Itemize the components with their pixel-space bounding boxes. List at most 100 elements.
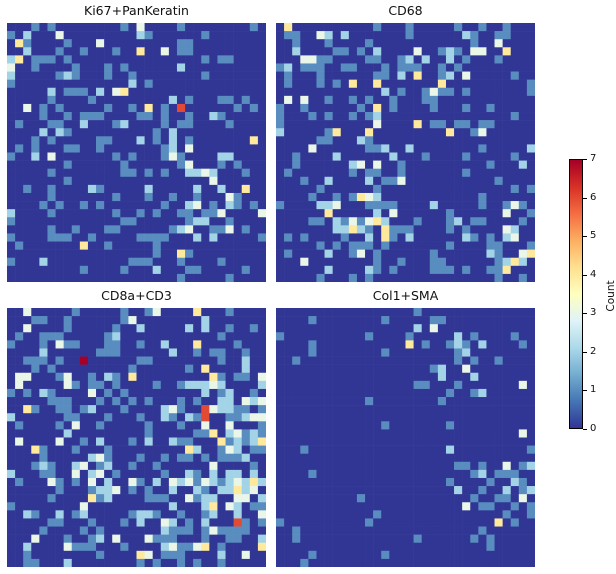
heatmap-cell bbox=[23, 273, 32, 282]
heatmap-cell bbox=[381, 63, 390, 72]
heatmap-cell bbox=[502, 502, 512, 511]
heatmap-cell bbox=[193, 316, 202, 325]
heatmap-cell bbox=[144, 405, 153, 414]
heatmap-cell bbox=[445, 87, 455, 97]
heatmap-cell bbox=[241, 340, 251, 349]
heatmap-cell bbox=[276, 257, 285, 267]
heatmap-cell bbox=[233, 494, 243, 503]
heatmap-cell bbox=[249, 340, 259, 349]
heatmap-cell bbox=[7, 502, 16, 511]
heatmap-cell bbox=[486, 225, 495, 234]
heatmap-cell bbox=[79, 184, 89, 194]
heatmap-cell bbox=[470, 160, 479, 169]
heatmap-cell bbox=[79, 136, 89, 145]
heatmap-cell bbox=[136, 380, 145, 390]
heatmap-cell bbox=[292, 397, 301, 406]
heatmap-cell bbox=[193, 534, 202, 544]
heatmap-cell bbox=[55, 510, 64, 519]
heatmap-cell bbox=[241, 217, 251, 226]
heatmap-cell bbox=[429, 372, 439, 382]
heatmap-cell bbox=[365, 120, 374, 129]
heatmap-cell bbox=[397, 273, 406, 282]
heatmap-cell bbox=[405, 160, 414, 169]
heatmap-cell bbox=[324, 233, 333, 242]
heatmap-cell bbox=[31, 405, 40, 414]
heatmap-cell bbox=[55, 79, 64, 89]
heatmap-cell bbox=[112, 380, 121, 390]
heatmap-cell bbox=[79, 380, 89, 390]
heatmap-cell bbox=[381, 332, 390, 341]
heatmap-cell bbox=[241, 128, 251, 137]
heatmap-cell bbox=[176, 257, 186, 267]
heatmap-cell bbox=[47, 518, 56, 527]
heatmap-cell bbox=[518, 63, 528, 72]
heatmap-cell bbox=[209, 103, 218, 113]
heatmap-cell bbox=[276, 356, 285, 365]
heatmap-cell bbox=[413, 453, 422, 463]
heatmap-cell bbox=[71, 152, 81, 161]
heatmap-cell bbox=[87, 405, 97, 414]
heatmap-cell bbox=[292, 79, 301, 89]
heatmap-cell bbox=[284, 273, 293, 282]
heatmap-cell bbox=[526, 71, 535, 80]
heatmap-cell bbox=[71, 445, 81, 454]
heatmap-cell bbox=[300, 144, 309, 153]
heatmap-cell bbox=[39, 340, 48, 349]
heatmap-cell bbox=[241, 372, 251, 382]
heatmap-cell bbox=[381, 469, 390, 479]
heatmap-cell bbox=[308, 364, 317, 374]
heatmap-cell bbox=[233, 112, 243, 121]
heatmap-cell bbox=[429, 152, 439, 161]
heatmap-cell bbox=[23, 453, 32, 463]
heatmap-cell bbox=[429, 176, 439, 186]
heatmap-cell bbox=[470, 542, 479, 552]
heatmap-cell bbox=[104, 405, 113, 414]
heatmap-cell bbox=[348, 176, 358, 186]
heatmap-cell bbox=[421, 136, 431, 145]
heatmap-cell bbox=[176, 486, 186, 495]
heatmap-cell bbox=[389, 558, 398, 567]
heatmap-cell bbox=[462, 526, 471, 535]
heatmap-cell bbox=[160, 413, 170, 422]
heatmap-cell bbox=[128, 477, 137, 487]
heatmap-cell bbox=[23, 486, 32, 495]
heatmap-cell bbox=[276, 518, 285, 527]
heatmap-cell bbox=[63, 144, 73, 153]
heatmap-cell bbox=[332, 152, 342, 161]
heatmap-cell bbox=[209, 429, 218, 438]
heatmap-cell bbox=[340, 112, 350, 121]
heatmap-cell bbox=[276, 241, 285, 250]
heatmap-cell bbox=[63, 421, 73, 430]
heatmap-cell bbox=[373, 372, 382, 382]
heatmap-cell bbox=[276, 95, 285, 105]
heatmap-cell bbox=[494, 332, 503, 341]
heatmap-cell bbox=[300, 160, 309, 169]
heatmap-cell bbox=[405, 265, 414, 275]
heatmap-cell bbox=[348, 413, 358, 422]
heatmap-cell bbox=[462, 47, 471, 56]
heatmap-cell bbox=[257, 542, 266, 552]
heatmap-cell bbox=[112, 445, 121, 454]
heatmap-cell bbox=[193, 437, 202, 446]
heatmap-cell bbox=[405, 192, 414, 202]
heatmap-cell bbox=[332, 136, 342, 145]
heatmap-cell bbox=[510, 79, 520, 89]
heatmap-cell bbox=[152, 273, 162, 282]
heatmap-cell bbox=[168, 95, 178, 105]
heatmap-cell bbox=[120, 112, 129, 121]
heatmap-cell bbox=[7, 332, 16, 341]
heatmap-cell bbox=[39, 502, 48, 511]
heatmap-cell bbox=[152, 128, 162, 137]
heatmap-cell bbox=[332, 477, 342, 487]
heatmap-cell bbox=[79, 518, 89, 527]
heatmap-cell bbox=[136, 437, 145, 446]
heatmap-cell bbox=[136, 445, 145, 454]
heatmap-cell bbox=[276, 273, 285, 282]
heatmap-cell bbox=[55, 257, 64, 267]
heatmap-cell bbox=[373, 324, 382, 333]
heatmap-cell bbox=[209, 184, 218, 194]
heatmap-cell bbox=[152, 79, 162, 89]
heatmap-cell bbox=[63, 55, 73, 64]
heatmap-cell bbox=[201, 112, 210, 121]
heatmap-cell bbox=[225, 477, 234, 487]
